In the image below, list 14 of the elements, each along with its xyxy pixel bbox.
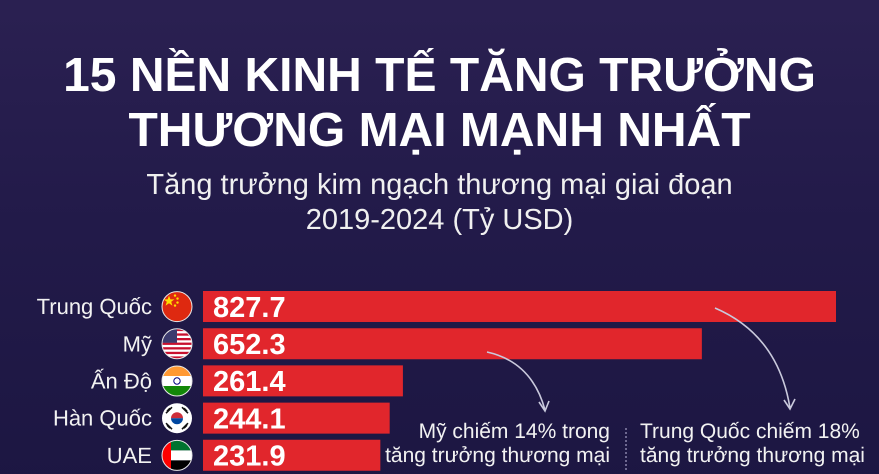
annotation: Trung Quốc chiếm 18% tăng trưởng thương mại (640, 420, 865, 467)
data-label: 652.3 (213, 328, 286, 361)
y-tick-label: Trung Quốc (36, 294, 152, 320)
data-label: 231.9 (213, 440, 286, 473)
y-tick-label: Ấn Độ (90, 368, 152, 394)
chart-title: 15 NỀN KINH TẾ TĂNG TRƯỞNG THƯƠNG MẠI MẠNH NHẤT (63, 49, 816, 157)
annotation: Mỹ chiếm 14% trong tăng trưởng thương mại (385, 420, 610, 467)
y-tick-label: Mỹ (122, 331, 152, 356)
data-label: 261.4 (213, 366, 286, 398)
chart-subtitle: Tăng trưởng kim ngạch thương mại giai đoạn 2019-2024 (Tỷ USD) (146, 169, 733, 236)
data-label: 244.1 (213, 403, 286, 436)
y-tick-label: UAE (106, 442, 152, 468)
y-tick-label: Hàn Quốc (52, 406, 152, 431)
data-label: 827.7 (213, 292, 286, 324)
